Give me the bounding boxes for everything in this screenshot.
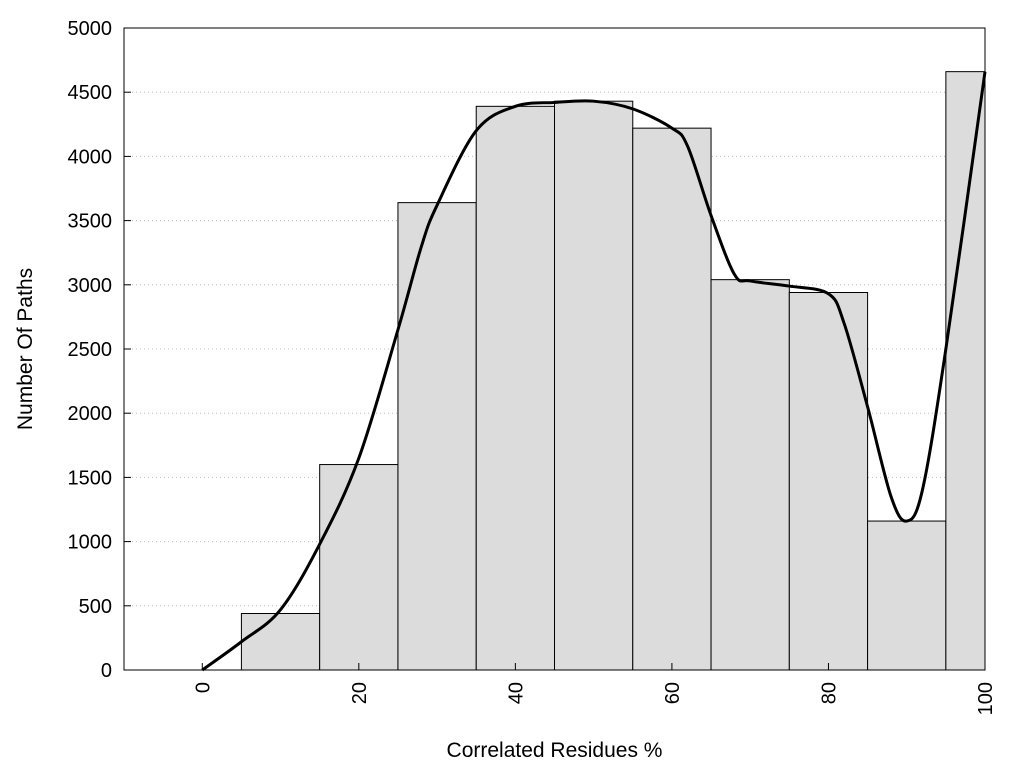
y-axis-ticks: 0 500 1000 1500 2000 2500 3000 3500 4000 4500 5000 bbox=[68, 18, 131, 682]
y-tick-label-1000: 1000 bbox=[68, 532, 113, 554]
bar-80 bbox=[788, 292, 869, 671]
bar-100 bbox=[945, 71, 986, 671]
y-tick-label-1500: 1500 bbox=[68, 467, 113, 489]
bar-60 bbox=[632, 127, 712, 671]
bar-30 bbox=[397, 202, 477, 671]
smoothed-curve bbox=[201, 71, 987, 672]
x-tick-label-60: 60 bbox=[662, 682, 684, 704]
bar-50 bbox=[554, 100, 634, 671]
y-tick-label-500: 500 bbox=[79, 596, 112, 618]
bar-20 bbox=[319, 464, 399, 671]
y-tick-label-3000: 3000 bbox=[68, 275, 113, 297]
y-tick-label-5000: 5000 bbox=[68, 18, 113, 40]
y-tick-label-4000: 4000 bbox=[68, 146, 113, 168]
x-tick-label-0: 0 bbox=[192, 682, 214, 693]
x-tick-label-40: 40 bbox=[505, 682, 527, 704]
y-tick-label-0: 0 bbox=[101, 660, 112, 682]
bar-90 bbox=[867, 520, 947, 671]
histogram-bars bbox=[240, 71, 986, 671]
x-tick-label-100: 100 bbox=[975, 682, 997, 715]
x-axis-ticks: 0 20 40 60 80 100 bbox=[192, 663, 997, 715]
x-tick-label-80: 80 bbox=[818, 682, 840, 704]
bar-70 bbox=[710, 279, 790, 671]
y-tick-label-2000: 2000 bbox=[68, 403, 113, 425]
bar-40 bbox=[475, 105, 555, 671]
y-tick-label-3500: 3500 bbox=[68, 211, 113, 233]
x-axis-title: Correlated Residues % bbox=[447, 739, 663, 762]
y-axis-title: Number Of Paths bbox=[14, 268, 37, 430]
bar-10 bbox=[240, 613, 321, 671]
y-tick-label-2500: 2500 bbox=[68, 339, 113, 361]
x-tick-label-20: 20 bbox=[349, 682, 371, 704]
y-tick-label-4500: 4500 bbox=[68, 82, 113, 104]
